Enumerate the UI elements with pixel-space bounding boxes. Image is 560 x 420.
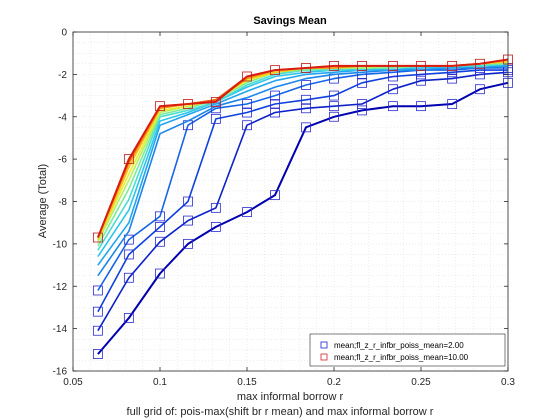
- data-point-marker: [270, 190, 280, 201]
- data-point-marker: [357, 105, 367, 116]
- y-tick-label: -2: [58, 70, 67, 81]
- data-point-marker: [301, 80, 311, 90]
- y-axis-label: Average (Total): [37, 164, 49, 238]
- data-point-marker: [357, 61, 367, 71]
- data-point-marker: [155, 222, 165, 232]
- data-point-marker: [183, 99, 193, 109]
- data-point-marker: [301, 63, 311, 73]
- legend-marker-blue: [320, 341, 328, 349]
- legend-entry-mean-2: mean;fl_z_r_infbr_poiss_mean=2.00: [334, 341, 464, 350]
- data-point-marker: [416, 75, 426, 86]
- data-point-marker: [447, 99, 458, 109]
- legend-box: [309, 333, 506, 367]
- legend: mean;fl_z_r_infbr_poiss_mean=2.00 mean;f…: [309, 333, 506, 367]
- data-point-marker: [301, 94, 311, 105]
- tick-labels: 0.05 0.1 0.15 0.2 0.25 0.3 -16 -14 -12 -10 -8 -6 -4 -…: [53, 28, 516, 389]
- data-point-marker: [155, 268, 165, 279]
- y-tick-label: -14: [53, 324, 68, 335]
- data-point-marker: [155, 101, 165, 112]
- data-point-marker: [92, 285, 103, 296]
- data-point-marker: [123, 313, 134, 323]
- y-tick-label: -12: [53, 282, 68, 293]
- series-layer: [92, 54, 513, 359]
- data-point-marker: [123, 272, 134, 283]
- data-point-marker: [475, 58, 485, 69]
- x-tick-label: 0.3: [501, 377, 515, 388]
- data-point-marker: [210, 97, 221, 107]
- data-point-marker: [329, 90, 339, 101]
- y-tick-label: 0: [61, 28, 67, 39]
- data-point-marker: [92, 232, 103, 243]
- data-point-marker: [123, 249, 134, 260]
- y-tick-label: -16: [53, 367, 68, 378]
- data-point-marker: [329, 111, 339, 122]
- data-point-marker: [210, 222, 221, 232]
- data-point-marker: [210, 113, 221, 124]
- x-tick-label: 0.15: [237, 377, 257, 388]
- data-point-marker: [388, 84, 398, 95]
- series-2: [92, 67, 513, 336]
- data-point-marker: [416, 101, 426, 112]
- x-tick-label: 0.1: [153, 377, 167, 388]
- data-point-marker: [447, 73, 458, 84]
- data-point-marker: [447, 61, 458, 71]
- data-point-marker: [123, 154, 134, 165]
- y-tick-label: -10: [53, 239, 68, 250]
- data-point-marker: [242, 71, 252, 82]
- series-line: [97, 71, 509, 332]
- x-tick-label: 0.25: [411, 377, 431, 388]
- data-point-marker: [242, 107, 252, 118]
- data-point-marker: [329, 101, 339, 112]
- axis-ticks: [72, 31, 509, 372]
- data-point-marker: [329, 61, 339, 71]
- data-point-marker: [183, 196, 193, 207]
- data-point-marker: [242, 99, 252, 109]
- data-point-marker: [388, 61, 398, 71]
- series-line: [97, 81, 509, 355]
- y-tick-label: -6: [58, 155, 67, 166]
- y-tick-label: -8: [58, 197, 67, 208]
- data-point-marker: [270, 99, 280, 109]
- data-point-marker: [242, 120, 252, 131]
- data-point-marker: [270, 90, 280, 101]
- x-tick-label: 0.2: [327, 377, 341, 388]
- series-6: [97, 65, 508, 266]
- data-point-marker: [123, 234, 134, 245]
- chart-footer: full grid of: pois-max(shift br r mean) …: [127, 406, 434, 418]
- x-axis-label: max informal borrow r: [237, 391, 344, 403]
- data-point-marker: [270, 107, 280, 118]
- series-1: [92, 77, 513, 359]
- series-line: [97, 69, 508, 313]
- data-point-marker: [301, 122, 311, 133]
- data-point-marker: [210, 202, 221, 213]
- data-point-marker: [92, 349, 103, 359]
- data-point-marker: [183, 238, 193, 249]
- data-point-marker: [270, 65, 280, 76]
- legend-entry-mean-10: mean;fl_z_r_infbr_poiss_mean=10.00: [334, 353, 469, 362]
- legend-marker-red: [320, 353, 328, 361]
- data-point-marker: [183, 215, 193, 226]
- series-line: [97, 67, 508, 291]
- data-point-marker: [475, 84, 485, 95]
- data-point-marker: [242, 207, 252, 217]
- data-point-marker: [388, 101, 398, 112]
- data-point-marker: [301, 103, 311, 114]
- data-point-marker: [155, 211, 165, 222]
- chart-title: Savings Mean: [253, 15, 327, 27]
- data-point-marker: [416, 61, 426, 71]
- data-point-marker: [357, 99, 367, 109]
- series-line: [97, 65, 508, 266]
- data-point-marker: [155, 236, 165, 247]
- x-tick-label: 0.05: [63, 377, 83, 388]
- y-tick-label: -4: [58, 112, 67, 123]
- data-point-marker: [92, 306, 103, 317]
- data-point-marker: [357, 77, 367, 88]
- series-15: [92, 54, 513, 243]
- data-point-marker: [92, 325, 103, 336]
- series-line: [96, 58, 509, 238]
